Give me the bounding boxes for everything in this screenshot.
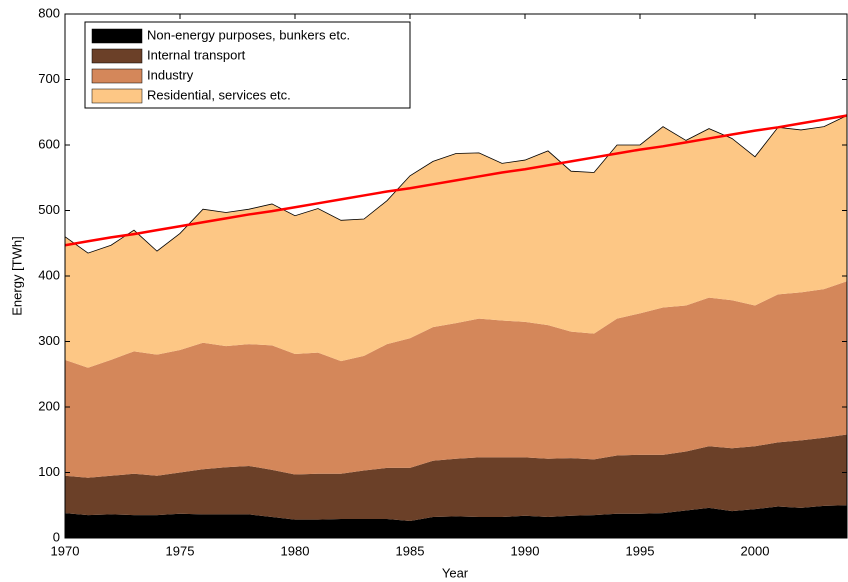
y-tick-label: 600 (38, 136, 60, 151)
legend: Non-energy purposes, bunkers etc. Interna… (84, 21, 411, 109)
legend-label: Internal transport (147, 47, 246, 62)
x-axis-label: Year (442, 565, 469, 580)
legend-label: Industry (147, 67, 194, 82)
x-tick-label: 2000 (741, 543, 770, 558)
y-tick-label: 400 (38, 267, 60, 282)
x-tick-label: 1990 (511, 543, 540, 558)
x-tick-label: 1980 (281, 543, 310, 558)
y-axis-label: Energy [TWh] (9, 236, 24, 315)
area (65, 434, 847, 521)
y-tick-label: 700 (38, 71, 60, 86)
x-tick-label: 1970 (51, 543, 80, 558)
x-tick-label: 1995 (626, 543, 655, 558)
x-tick-label: 1985 (396, 543, 425, 558)
legend-swatch (91, 48, 143, 64)
y-tick-label: 800 (38, 5, 60, 20)
y-tick-label: 300 (38, 333, 60, 348)
legend-swatch (91, 28, 143, 44)
trend-line (64, 114, 848, 247)
y-tick-label: 0 (53, 529, 60, 544)
area (65, 115, 847, 368)
legend-swatch (91, 88, 143, 104)
y-tick-label: 500 (38, 202, 60, 217)
legend-swatch (91, 68, 143, 84)
area-top-edge (64, 115, 848, 254)
area (65, 281, 847, 478)
x-tick-label: 1975 (166, 543, 195, 558)
legend-label: Non-energy purposes, bunkers etc. (147, 27, 350, 42)
y-tick-label: 200 (38, 398, 60, 413)
legend-label: Residential, services etc. (147, 87, 291, 102)
y-tick-label: 100 (38, 464, 60, 479)
